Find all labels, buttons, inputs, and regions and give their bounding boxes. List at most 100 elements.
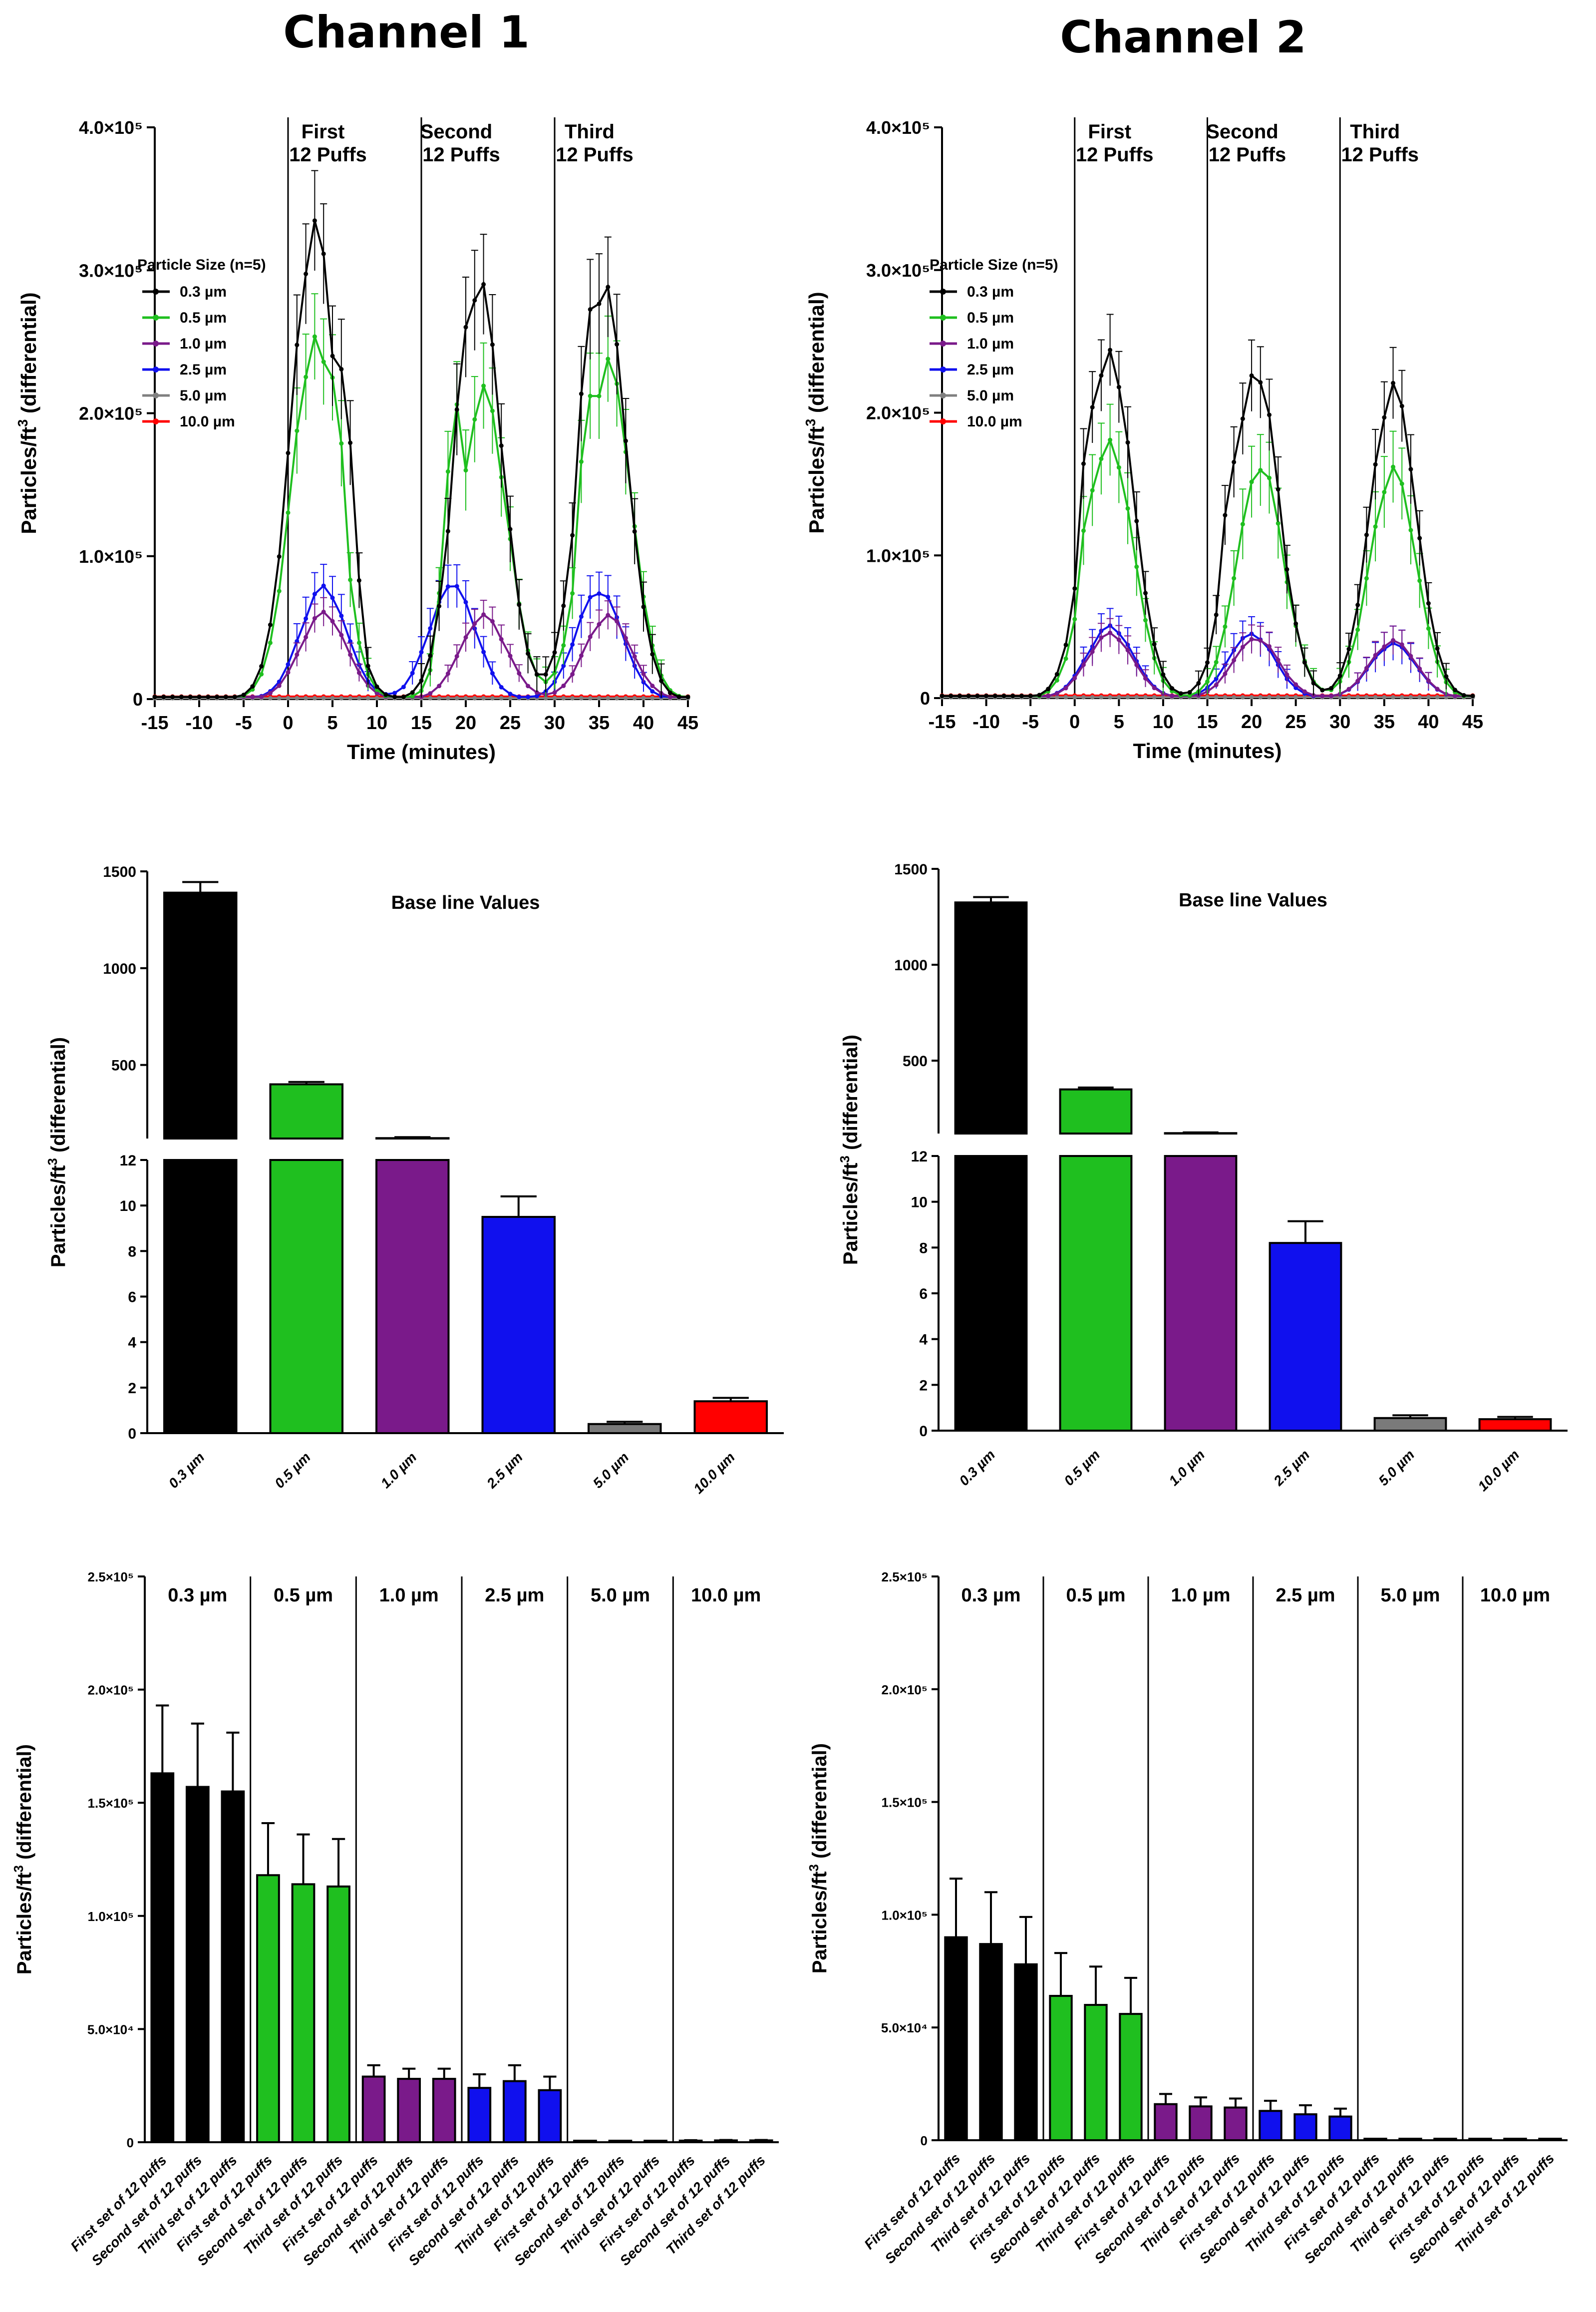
channel-2-puffsets-chart: 0 5.0×10⁴ 1.0×10⁵ 1.5×10⁵ 2.0×10⁵ 2.5×10⁵ Part… <box>806 1569 1568 2267</box>
data-point <box>304 635 309 640</box>
data-point <box>1214 676 1219 681</box>
data-point <box>1417 536 1422 541</box>
category-label: 5.0 µm <box>590 1449 632 1491</box>
y-tick-label: 12 <box>911 1149 928 1165</box>
data-point <box>659 678 664 683</box>
data-point <box>259 672 264 677</box>
data-point <box>561 696 566 701</box>
data-point <box>1267 475 1272 480</box>
data-point <box>1134 663 1139 668</box>
data-point <box>1444 674 1449 679</box>
data-point <box>1108 695 1113 700</box>
y-tick-label: 0 <box>919 1423 928 1440</box>
data-point <box>481 612 486 617</box>
data-point <box>517 671 522 676</box>
bar <box>150 1772 175 2143</box>
legend-swatch-marker <box>940 315 946 321</box>
group-label: 0.3 µm <box>961 1585 1020 1606</box>
data-point <box>1178 691 1183 696</box>
data-point <box>588 307 593 312</box>
y-tick-label: 2.5×10⁵ <box>882 1569 928 1584</box>
data-point <box>277 696 282 701</box>
data-point <box>1329 694 1334 699</box>
bar-lower-part <box>163 1159 238 1434</box>
data-point <box>499 443 504 448</box>
data-point <box>295 428 300 433</box>
x-axis-label: Time (minutes) <box>347 740 496 764</box>
data-point <box>1143 591 1148 596</box>
data-point <box>1435 687 1440 692</box>
data-point <box>1453 694 1458 699</box>
data-point <box>1293 682 1298 687</box>
data-point <box>1364 695 1369 700</box>
y-axis-label-sup: 3 <box>837 1156 852 1162</box>
group-label: 0.3 µm <box>168 1585 227 1606</box>
y-tick-label: 2.0×10⁵ <box>882 1682 928 1697</box>
legend-label: 10.0 µm <box>180 413 235 430</box>
data-point <box>472 621 477 626</box>
data-point <box>454 584 459 589</box>
data-point <box>295 652 300 657</box>
bar <box>693 1400 768 1435</box>
data-point <box>570 533 575 538</box>
data-point <box>1063 642 1068 647</box>
chart-title: Base line Values <box>391 892 540 913</box>
y-axis-label-tail: (differential) <box>809 1743 831 1864</box>
data-point <box>445 529 450 534</box>
y-tick-label: 1.5×10⁵ <box>88 1796 134 1811</box>
legend-swatch-marker <box>940 289 946 295</box>
data-point <box>1355 603 1360 608</box>
data-point <box>356 696 361 701</box>
data-point <box>1143 676 1148 681</box>
data-point <box>632 696 637 701</box>
data-point <box>1072 586 1077 591</box>
data-point <box>526 651 531 656</box>
data-point <box>1408 528 1413 533</box>
data-point <box>463 325 468 330</box>
data-point <box>215 695 220 700</box>
bar <box>467 2087 492 2143</box>
data-point <box>321 360 326 365</box>
data-point <box>1116 385 1121 389</box>
data-point <box>348 639 353 644</box>
data-point <box>597 301 602 306</box>
x-tick-label: 0 <box>283 713 293 734</box>
data-point <box>1125 695 1130 700</box>
y-tick-label: 0 <box>127 2135 134 2150</box>
legend-title: Particle Size (n=5) <box>137 257 266 273</box>
data-point <box>481 384 486 388</box>
data-point <box>632 654 637 659</box>
data-point <box>356 578 361 583</box>
y-tick-label: 10 <box>911 1194 928 1211</box>
category-label: 2.5 µm <box>483 1449 526 1492</box>
bar <box>481 1215 556 1434</box>
data-point <box>1108 437 1113 442</box>
data-point <box>1223 695 1228 700</box>
data-point <box>223 695 228 700</box>
legend-label: 0.5 µm <box>967 310 1014 326</box>
y-axis-label-main: Particles/ft <box>13 1873 35 1975</box>
data-point <box>1152 695 1157 700</box>
data-point <box>676 695 681 700</box>
y-tick-label: 1500 <box>103 864 136 880</box>
category-label: 1.0 µm <box>1166 1447 1208 1489</box>
bar-lower-part <box>375 1159 450 1434</box>
group-label: 10.0 µm <box>691 1585 761 1606</box>
data-point <box>552 650 557 655</box>
data-point <box>401 685 406 690</box>
category-label: 10.0 µm <box>1475 1447 1522 1494</box>
bar <box>1373 1417 1447 1432</box>
data-point <box>1276 521 1280 526</box>
x-tick-label: 45 <box>677 713 698 734</box>
channel-2-timecourse-chart: -15 -10 -5 0 5 10 15 20 25 30 35 40 45 0 1.0×10⁵ 2.0×10… <box>803 117 1483 763</box>
data-point <box>445 584 450 589</box>
data-point <box>1382 415 1387 420</box>
data-point <box>321 251 326 256</box>
y-tick-label: 0 <box>921 2133 928 2148</box>
data-point <box>410 690 415 695</box>
data-point <box>1461 693 1466 698</box>
bar <box>588 1423 662 1434</box>
data-point <box>623 438 628 443</box>
y-tick-label: 8 <box>919 1240 928 1256</box>
data-point <box>490 408 495 413</box>
